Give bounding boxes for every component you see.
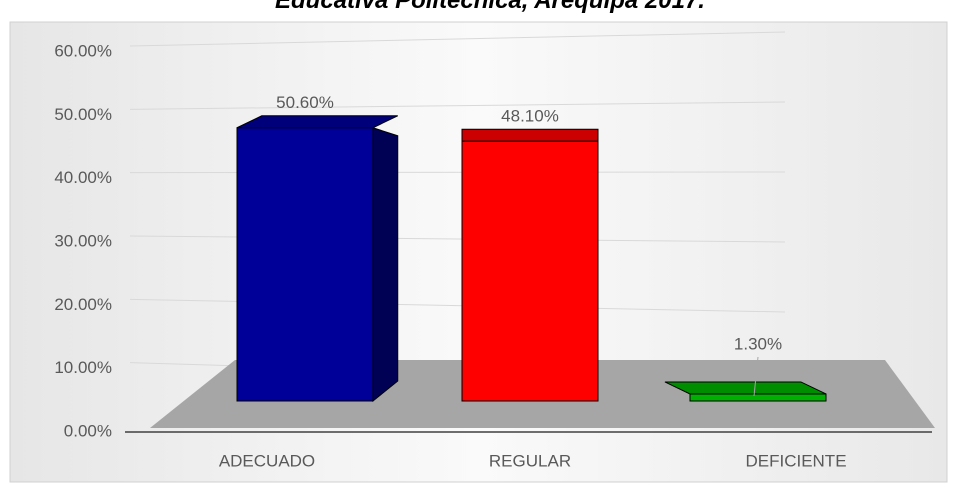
data-label: 50.60%: [276, 93, 334, 112]
grid-line: [129, 171, 786, 174]
bar: [236, 127, 374, 402]
y-tick-label: 0.00%: [64, 421, 112, 440]
x-tick-label: ADECUADO: [219, 451, 315, 470]
y-tick-label: 40.00%: [54, 168, 112, 187]
bar-top: [664, 381, 827, 395]
bar-side: [372, 127, 399, 403]
x-tick-label: DEFICIENTE: [745, 451, 846, 470]
bar-top: [236, 115, 398, 129]
grid-line: [129, 101, 786, 110]
grid-line: [129, 31, 786, 47]
bar: [461, 140, 599, 402]
y-tick-label: 20.00%: [54, 295, 112, 314]
data-label: 1.30%: [734, 334, 782, 353]
x-tick-label: REGULAR: [489, 451, 571, 470]
y-tick-label: 50.00%: [54, 105, 112, 124]
data-label: 48.10%: [501, 107, 559, 126]
chart-title: Educativa Politécnica, Arequipa 2017.: [275, 0, 705, 14]
y-tick-label: 30.00%: [54, 231, 112, 250]
bar: [689, 393, 827, 402]
bar-top: [461, 128, 599, 142]
leader-line: [753, 356, 759, 397]
y-tick-label: 10.00%: [54, 358, 112, 377]
y-tick-label: 60.00%: [54, 41, 112, 60]
